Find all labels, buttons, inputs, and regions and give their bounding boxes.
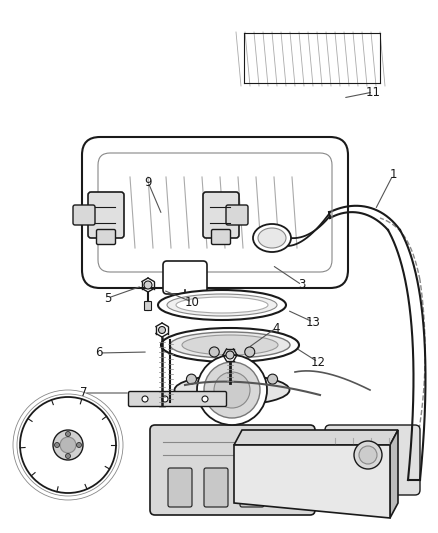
- Circle shape: [20, 397, 116, 493]
- Circle shape: [245, 347, 255, 357]
- Text: 8: 8: [214, 198, 222, 212]
- Circle shape: [209, 347, 219, 357]
- FancyBboxPatch shape: [82, 137, 348, 288]
- FancyBboxPatch shape: [150, 425, 315, 515]
- Text: 1: 1: [389, 168, 397, 182]
- Circle shape: [53, 430, 83, 460]
- Ellipse shape: [182, 335, 278, 355]
- Circle shape: [187, 374, 196, 384]
- Text: 10: 10: [184, 295, 199, 309]
- FancyBboxPatch shape: [96, 230, 116, 245]
- FancyBboxPatch shape: [276, 468, 300, 507]
- Circle shape: [226, 351, 234, 359]
- Text: 6: 6: [95, 346, 103, 359]
- FancyBboxPatch shape: [163, 261, 207, 294]
- Text: 7: 7: [80, 386, 88, 400]
- FancyBboxPatch shape: [145, 302, 152, 311]
- Ellipse shape: [161, 328, 299, 362]
- Circle shape: [60, 437, 76, 453]
- FancyBboxPatch shape: [128, 392, 226, 407]
- Text: 4: 4: [272, 321, 280, 335]
- Ellipse shape: [258, 228, 286, 248]
- Ellipse shape: [167, 294, 277, 316]
- Text: 12: 12: [311, 356, 325, 368]
- Circle shape: [359, 446, 377, 464]
- Circle shape: [268, 374, 278, 384]
- FancyBboxPatch shape: [204, 468, 228, 507]
- Circle shape: [214, 372, 250, 408]
- Text: 5: 5: [104, 292, 112, 304]
- Circle shape: [162, 396, 168, 402]
- Circle shape: [54, 442, 60, 448]
- Text: 3: 3: [298, 279, 306, 292]
- Polygon shape: [390, 430, 398, 518]
- FancyBboxPatch shape: [88, 192, 124, 238]
- Ellipse shape: [176, 297, 268, 313]
- FancyBboxPatch shape: [240, 468, 264, 507]
- Polygon shape: [234, 445, 390, 518]
- Circle shape: [144, 281, 152, 289]
- Circle shape: [202, 396, 208, 402]
- Text: 11: 11: [365, 85, 381, 99]
- Text: 13: 13: [306, 316, 321, 328]
- Circle shape: [142, 396, 148, 402]
- Ellipse shape: [174, 375, 290, 405]
- Circle shape: [204, 362, 260, 418]
- Ellipse shape: [170, 332, 290, 358]
- Circle shape: [159, 327, 166, 334]
- Ellipse shape: [253, 224, 291, 252]
- Ellipse shape: [158, 290, 286, 320]
- Circle shape: [66, 454, 71, 458]
- Circle shape: [354, 441, 382, 469]
- FancyBboxPatch shape: [325, 425, 420, 495]
- Polygon shape: [234, 430, 398, 445]
- FancyBboxPatch shape: [168, 468, 192, 507]
- Circle shape: [66, 432, 71, 437]
- Text: 9: 9: [144, 175, 152, 189]
- FancyBboxPatch shape: [203, 192, 239, 238]
- FancyBboxPatch shape: [226, 205, 248, 225]
- FancyBboxPatch shape: [212, 230, 230, 245]
- Circle shape: [197, 355, 267, 425]
- Circle shape: [77, 442, 81, 448]
- FancyBboxPatch shape: [73, 205, 95, 225]
